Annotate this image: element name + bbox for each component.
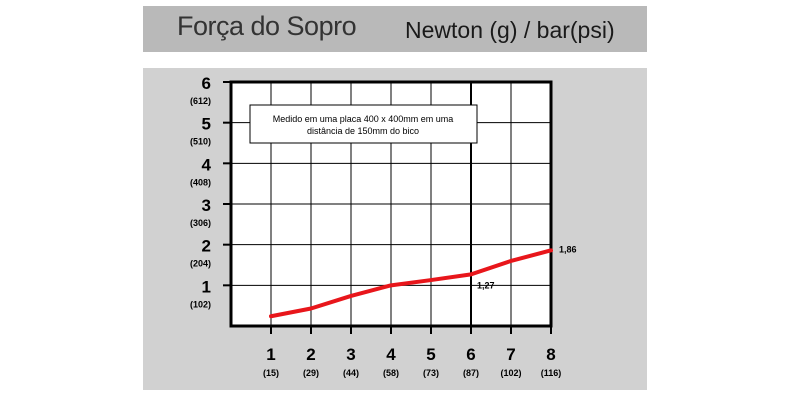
- y-tick-label: 6: [202, 74, 211, 93]
- x-tick-sublabel: (15): [263, 368, 279, 378]
- data-label: 1,86: [559, 244, 577, 254]
- y-tick-sublabel: (408): [190, 177, 211, 187]
- y-tick-sublabel: (612): [190, 96, 211, 106]
- y-tick-sublabel: (102): [190, 299, 211, 309]
- data-point: [469, 272, 473, 276]
- y-tick-label: 4: [202, 155, 212, 174]
- y-tick-label: 2: [202, 237, 211, 256]
- x-tick-label: 2: [306, 345, 315, 364]
- data-point: [309, 307, 313, 311]
- data-point: [429, 278, 433, 282]
- data-point: [269, 314, 273, 318]
- y-axis-ticks: 1 (102) 2 (204) 3 (306) 4 (408) 5 (510) 6 (612): [190, 74, 231, 309]
- annotation-line: distância de 150mm do bico: [307, 126, 419, 136]
- x-tick-sublabel: (102): [500, 368, 521, 378]
- x-axis-ticks: 1 (15) 2 (29) 3 (44) 4 (58) 5 (73) 6 (87) 7 (102) 8 (11…: [263, 326, 561, 378]
- title-bar: Força do Sopro Newton (g) / bar(psi): [143, 6, 647, 52]
- x-tick-sublabel: (58): [383, 368, 399, 378]
- annotation-line: Medido em uma placa 400 x 400mm em uma: [273, 114, 454, 124]
- x-tick-label: 1: [266, 345, 275, 364]
- x-tick-sublabel: (29): [303, 368, 319, 378]
- x-tick-sublabel: (87): [463, 368, 479, 378]
- data-point: [509, 259, 513, 263]
- y-tick-sublabel: (204): [190, 259, 211, 269]
- x-tick-label: 5: [426, 345, 435, 364]
- y-tick-label: 3: [202, 196, 211, 215]
- data-label: 1,27: [477, 280, 495, 290]
- y-tick-label: 1: [202, 277, 211, 296]
- chart-units: Newton (g) / bar(psi): [405, 17, 615, 43]
- series-line: [269, 248, 553, 319]
- x-tick-label: 7: [506, 345, 515, 364]
- y-tick-sublabel: (306): [190, 218, 211, 228]
- x-tick-label: 4: [386, 345, 396, 364]
- annotation-box: Medido em uma placa 400 x 400mm em uma d…: [249, 104, 478, 144]
- x-tick-label: 3: [346, 345, 355, 364]
- x-tick-label: 8: [546, 345, 555, 364]
- y-tick-sublabel: (510): [190, 137, 211, 147]
- chart-title: Força do Sopro: [177, 11, 357, 41]
- data-point: [389, 283, 393, 287]
- chart-svg: 1 (102) 2 (204) 3 (306) 4 (408) 5 (510) 6 (612) 1 (1…: [190, 74, 577, 378]
- x-tick-sublabel: (44): [343, 368, 359, 378]
- y-tick-label: 5: [202, 115, 211, 134]
- x-tick-sublabel: (116): [541, 368, 562, 378]
- chart-panel: 1 (102) 2 (204) 3 (306) 4 (408) 5 (510) 6 (612) 1 (1…: [143, 68, 647, 390]
- x-tick-sublabel: (73): [423, 368, 439, 378]
- x-tick-label: 6: [466, 345, 475, 364]
- data-point: [349, 294, 353, 298]
- data-point: [549, 248, 553, 252]
- data-labels: 1,27 1,86: [477, 244, 577, 290]
- annotation-frame: [249, 104, 478, 144]
- series: [269, 248, 553, 319]
